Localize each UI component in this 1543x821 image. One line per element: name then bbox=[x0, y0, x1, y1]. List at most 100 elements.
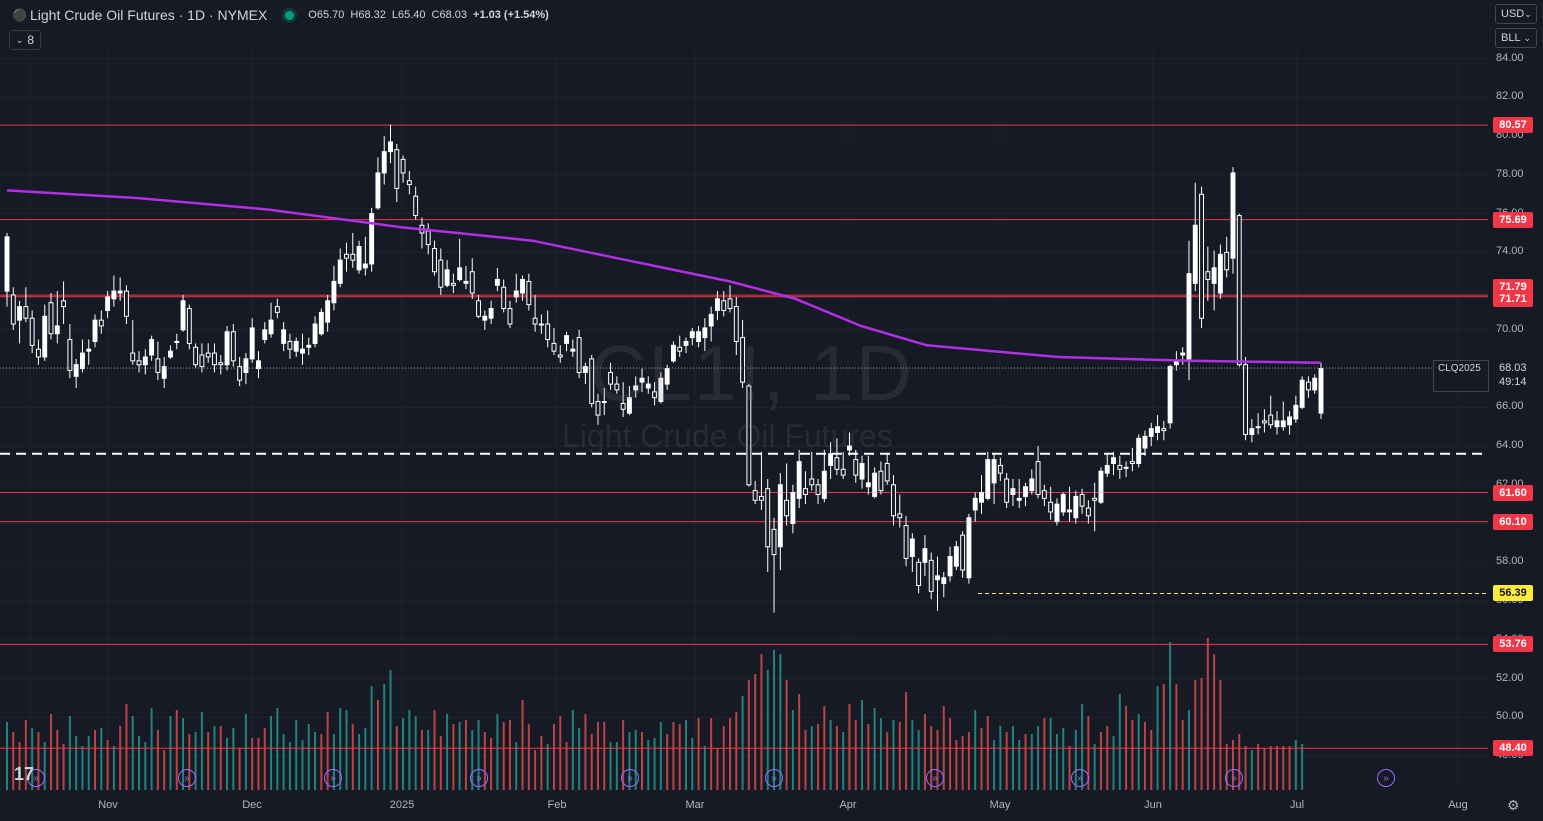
candle-body bbox=[425, 230, 431, 246]
candle-body bbox=[243, 358, 249, 373]
candle bbox=[1199, 186, 1204, 328]
candle-body bbox=[626, 397, 632, 414]
forward-icon[interactable]: » bbox=[926, 769, 944, 787]
candle bbox=[859, 455, 865, 489]
candle-body bbox=[1180, 352, 1186, 356]
candle-body bbox=[1167, 366, 1173, 424]
gear-icon[interactable]: ⚙ bbox=[1507, 797, 1520, 813]
candle-body bbox=[218, 362, 224, 366]
indicators-toggle-button[interactable]: ⌄ 8 bbox=[9, 30, 41, 50]
forward-icon[interactable]: » bbox=[27, 769, 45, 787]
volume-bar bbox=[301, 740, 304, 790]
candle-body bbox=[652, 391, 658, 399]
forward-icon[interactable]: » bbox=[470, 769, 488, 787]
candle bbox=[268, 302, 274, 338]
forward-icon[interactable]: » bbox=[621, 769, 639, 787]
candle bbox=[997, 457, 1003, 481]
candle bbox=[1123, 461, 1129, 478]
candle-body bbox=[1280, 420, 1286, 428]
price-tick: 52.00 bbox=[1496, 671, 1524, 684]
contract-label: CLQ2025 bbox=[1433, 360, 1489, 392]
market-status-icon[interactable] bbox=[285, 10, 295, 20]
current-price: 68.03 bbox=[1499, 362, 1527, 374]
volume-bar bbox=[24, 720, 27, 790]
candle-body bbox=[1224, 251, 1230, 271]
volume-bar bbox=[125, 704, 128, 790]
candle bbox=[935, 556, 940, 611]
candle bbox=[482, 310, 488, 330]
candle-body bbox=[73, 364, 79, 377]
candle bbox=[821, 449, 827, 503]
volume-bar bbox=[1244, 746, 1247, 790]
candle-body bbox=[230, 331, 236, 362]
volume-bar bbox=[590, 734, 593, 790]
candle bbox=[212, 343, 217, 373]
volume-bar bbox=[1005, 732, 1008, 790]
candle bbox=[1205, 246, 1211, 301]
candle bbox=[476, 294, 481, 319]
candle-body bbox=[312, 323, 318, 344]
volume-bar bbox=[1143, 722, 1146, 790]
candle bbox=[73, 358, 79, 388]
candle-body bbox=[570, 348, 576, 352]
volume-bar bbox=[546, 744, 549, 790]
candle bbox=[350, 232, 356, 268]
candle bbox=[784, 463, 790, 526]
volume-bar bbox=[810, 726, 813, 790]
volume-bar bbox=[62, 744, 65, 790]
candle bbox=[985, 451, 991, 501]
currency-select[interactable]: USD ⌄ bbox=[1495, 4, 1537, 24]
forward-icon[interactable]: » bbox=[1377, 769, 1395, 787]
candle-body bbox=[608, 371, 614, 385]
candle-body bbox=[1142, 435, 1148, 449]
candle bbox=[1148, 422, 1154, 447]
candle-body bbox=[362, 263, 368, 269]
candle-body bbox=[916, 561, 922, 587]
candle-body bbox=[142, 356, 148, 366]
volume-bar bbox=[867, 724, 870, 790]
candle bbox=[86, 339, 92, 365]
volume-bar bbox=[207, 732, 210, 790]
candle-body bbox=[777, 484, 783, 548]
candle-body bbox=[1249, 428, 1255, 435]
candle bbox=[1217, 244, 1223, 299]
forward-icon[interactable]: » bbox=[178, 769, 196, 787]
forward-icon[interactable]: » bbox=[1225, 769, 1243, 787]
volume-bar bbox=[37, 732, 40, 790]
volume-bar bbox=[276, 708, 279, 790]
volume-bar bbox=[1175, 684, 1178, 790]
candle-body bbox=[991, 459, 997, 484]
candle bbox=[853, 449, 859, 483]
tradingview-logo[interactable]: 17 bbox=[14, 764, 35, 784]
price-tick: 74.00 bbox=[1496, 245, 1524, 258]
volume-bar bbox=[502, 722, 505, 790]
open-value: 65.70 bbox=[316, 9, 345, 21]
forward-icon[interactable]: » bbox=[324, 769, 342, 787]
candle-body bbox=[513, 290, 519, 298]
volume-bar bbox=[508, 720, 511, 790]
candle bbox=[916, 558, 922, 594]
candle bbox=[306, 337, 312, 356]
candle-body bbox=[784, 499, 790, 517]
indicators-count: 8 bbox=[27, 33, 35, 47]
candle-body bbox=[1287, 416, 1293, 426]
symbol-title[interactable]: Light Crude Oil Futures · 1D · NYMEX bbox=[30, 7, 268, 23]
candle bbox=[1079, 488, 1085, 514]
candle bbox=[419, 217, 425, 249]
unit-select[interactable]: BLL ⌄ bbox=[1495, 28, 1537, 48]
volume-bar bbox=[640, 732, 643, 790]
time-tick: Jul bbox=[1289, 799, 1305, 811]
volume-bar bbox=[1099, 732, 1102, 790]
volume-bar bbox=[527, 724, 530, 790]
volume-bar bbox=[320, 734, 323, 790]
volume-bar bbox=[68, 716, 71, 790]
candle bbox=[400, 155, 406, 183]
volume-bar bbox=[112, 746, 115, 790]
candle bbox=[35, 339, 41, 365]
forward-icon[interactable]: » bbox=[1071, 769, 1089, 787]
candle bbox=[526, 273, 532, 311]
candle-body bbox=[482, 315, 488, 321]
forward-icon[interactable]: » bbox=[765, 769, 783, 787]
candle bbox=[161, 356, 167, 388]
